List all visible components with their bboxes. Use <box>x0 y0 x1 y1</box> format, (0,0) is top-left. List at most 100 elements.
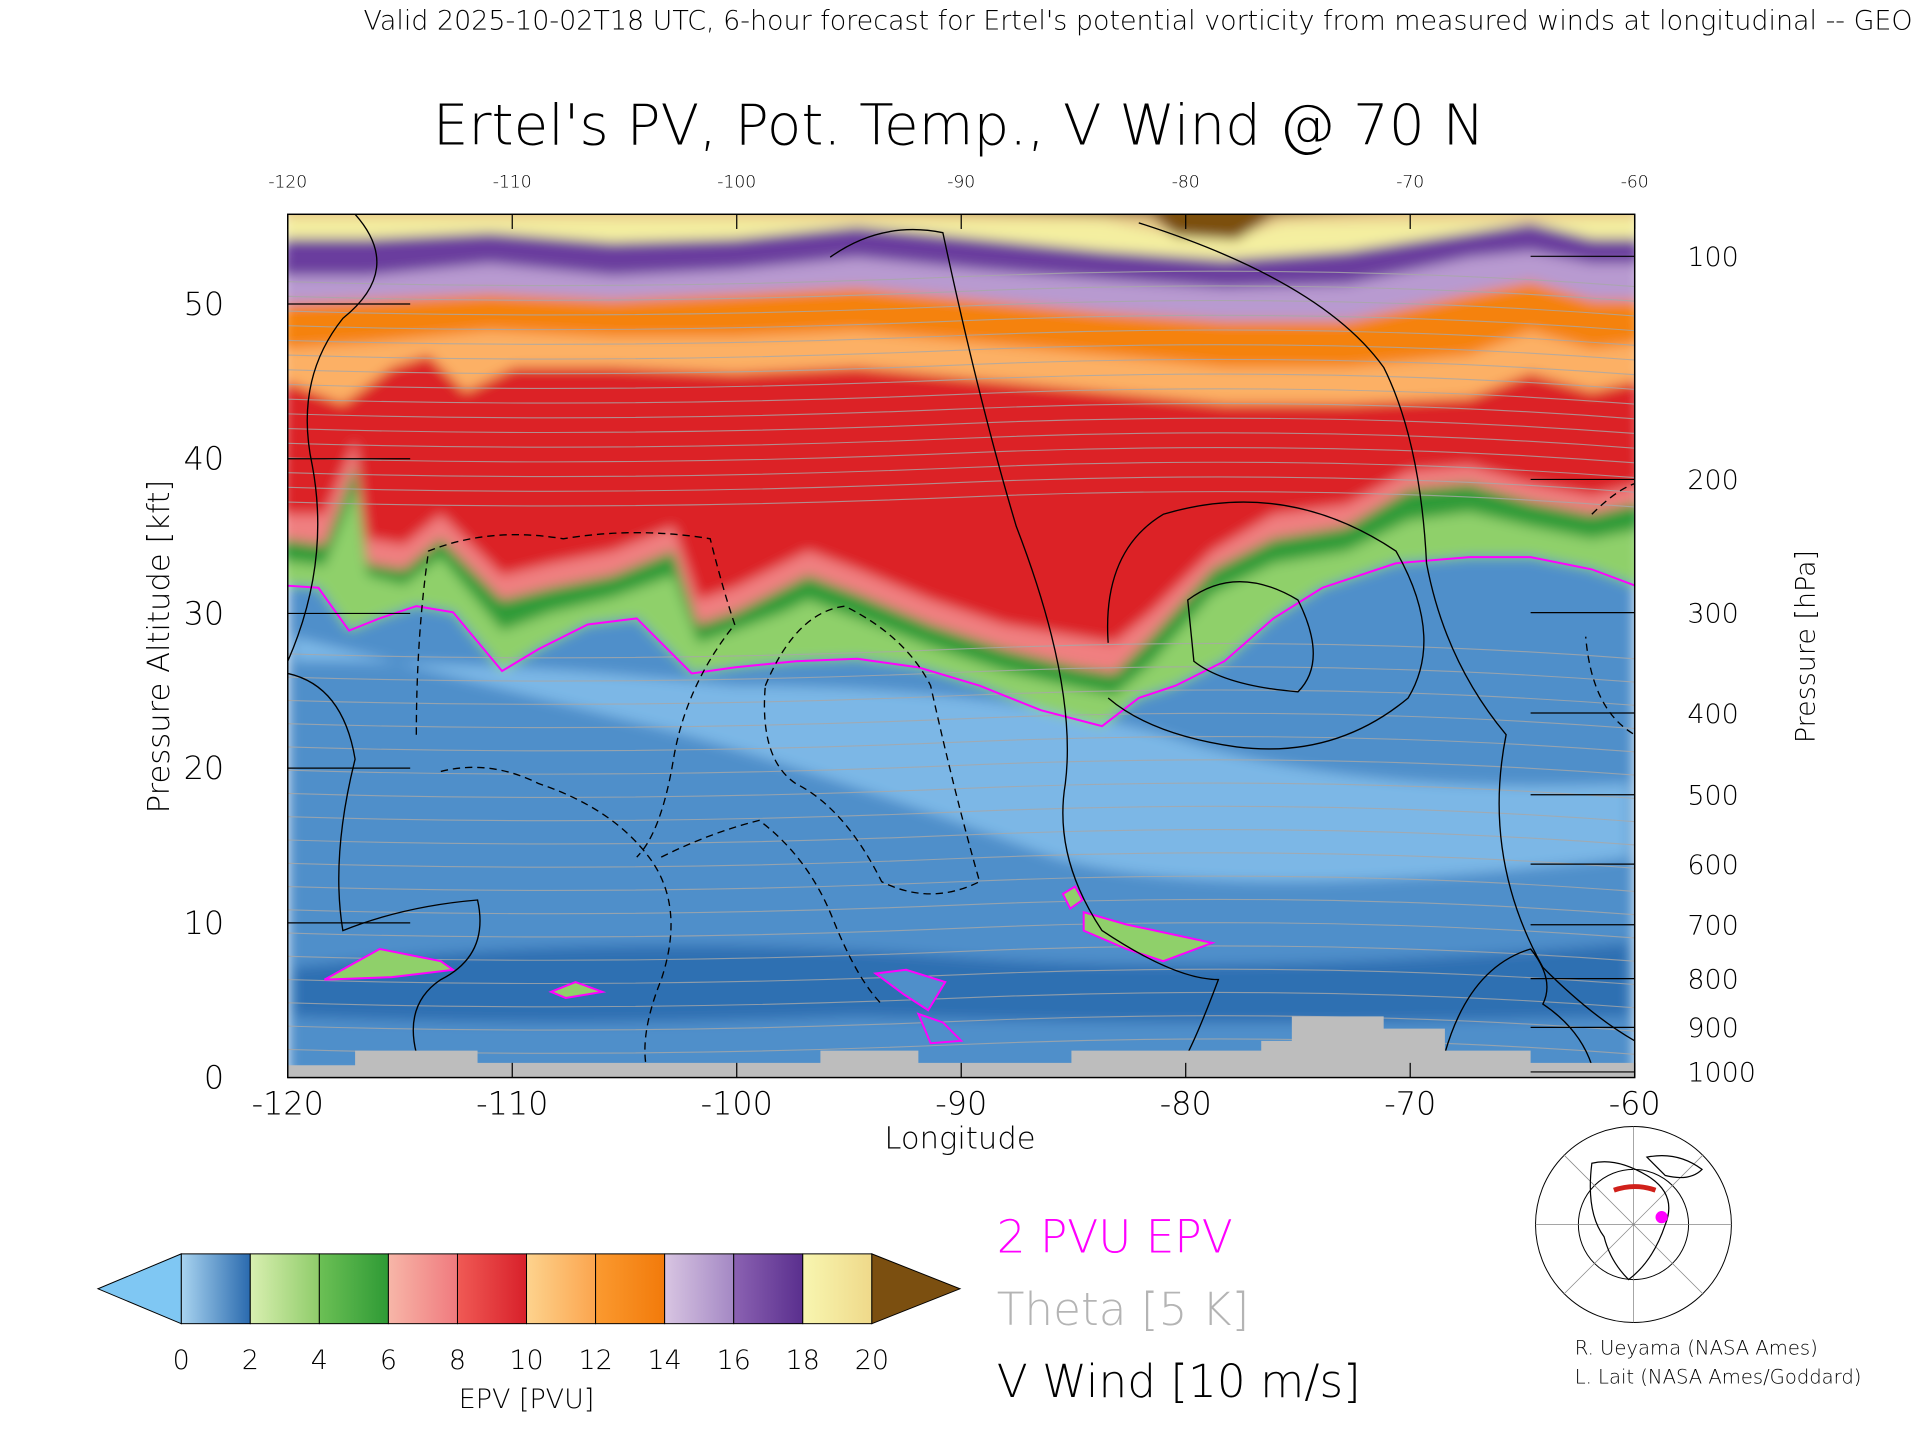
theta-line <box>287 782 1635 799</box>
theta-line <box>287 898 1635 916</box>
wind-contour <box>287 672 481 1054</box>
theta-line <box>287 358 1635 376</box>
pv-patch <box>324 947 456 981</box>
map-marker <box>1655 1211 1668 1224</box>
x-tick-label: -60 <box>1609 1084 1661 1122</box>
legend-entry: 2 PVU EPV <box>997 1211 1233 1264</box>
colorbar-tick-label: 10 <box>509 1345 543 1376</box>
colorbar-label: EPV [PVU] <box>459 1384 595 1415</box>
y2-tick-label: 500 <box>1687 781 1738 812</box>
colorbar-tick-label: 6 <box>380 1345 397 1376</box>
credit: R. Ueyama (NASA Ames) <box>1575 1336 1818 1359</box>
theta-line <box>287 968 1635 986</box>
theta-line <box>287 285 1635 302</box>
theta-line <box>287 461 1635 479</box>
y2-tick-label: 900 <box>1687 1013 1738 1044</box>
y-axis-label: Pressure Altitude [kft] <box>142 480 177 814</box>
y2-tick-label: 800 <box>1687 964 1738 995</box>
x-top-tick-label: -100 <box>717 172 756 192</box>
theta-line <box>287 344 1635 361</box>
theta-line <box>287 314 1635 332</box>
field <box>287 214 1635 1078</box>
field-shading <box>287 214 1635 1078</box>
theta-line <box>287 300 1635 317</box>
colorbar-segment <box>318 1253 389 1325</box>
theta-line <box>287 1015 1635 1032</box>
theta-line <box>287 712 1635 730</box>
colorbar-tick-label: 2 <box>242 1345 259 1376</box>
x-top-tick-label: -90 <box>947 172 975 192</box>
y-tick-label: 0 <box>204 1059 224 1097</box>
colorbar-tick-label: 18 <box>786 1345 820 1376</box>
colorbar-tick-label: 12 <box>578 1345 612 1376</box>
y-tick-label: 50 <box>184 285 225 323</box>
colorbar-over <box>871 1253 962 1325</box>
colorbar-segment <box>387 1253 458 1325</box>
y2-tick-label: 300 <box>1687 598 1738 629</box>
theta-line <box>287 432 1635 449</box>
colorbar-tick-label: 14 <box>648 1345 682 1376</box>
theta-line <box>287 689 1635 706</box>
theta-line <box>287 805 1635 823</box>
light-blue-patch <box>293 636 1629 882</box>
terrain <box>287 1016 1635 1078</box>
y2-tick-label: 1000 <box>1687 1058 1756 1089</box>
theta-lines <box>287 270 1635 1055</box>
theta-line <box>287 329 1635 346</box>
pv-contour <box>287 556 1635 728</box>
pv-lines <box>287 556 1635 1045</box>
pv-patch <box>1061 885 1084 911</box>
y2-tick-label: 100 <box>1687 242 1738 273</box>
colorbar-tick-label: 8 <box>449 1345 466 1376</box>
inset-map <box>1535 1126 1732 1323</box>
wind-contour <box>763 605 981 895</box>
y2-axis-label: Pressure [hPa] <box>1791 550 1822 743</box>
theta-line <box>287 735 1635 753</box>
map-grid <box>1535 1126 1732 1323</box>
colorbar-tick-label: 20 <box>855 1345 889 1376</box>
colorbar-segment <box>595 1253 666 1325</box>
x-top-tick-label: -70 <box>1396 172 1424 192</box>
x-tick-label: -100 <box>701 1084 773 1122</box>
x-tick-label: -110 <box>476 1084 548 1122</box>
y-tick-label: 30 <box>184 594 225 632</box>
wind-contour <box>660 819 883 1005</box>
legend-entry: Theta [5 K] <box>997 1283 1249 1336</box>
x-tick-label: -80 <box>1160 1084 1212 1122</box>
theta-line <box>287 476 1635 493</box>
theta-line <box>287 402 1635 420</box>
y-tick-label: 10 <box>184 904 225 942</box>
pv-patch <box>548 980 607 999</box>
wind-contour <box>287 214 378 662</box>
x-tick-label: -90 <box>935 1084 987 1122</box>
wind-contours <box>287 214 1635 1066</box>
theta-line <box>287 417 1635 435</box>
colorbar-segment <box>456 1253 528 1325</box>
theta-line <box>287 666 1635 683</box>
theta-line <box>287 922 1635 939</box>
wind-contour <box>1585 482 1635 736</box>
colorbar-segment <box>526 1253 597 1325</box>
theta-line <box>287 875 1635 892</box>
theta-line <box>287 373 1635 390</box>
map-section <box>1613 1184 1657 1193</box>
wind-contour <box>415 532 736 858</box>
credit: L. Lait (NASA Ames/Goddard) <box>1575 1366 1862 1389</box>
wind-contour <box>829 228 1220 1054</box>
chart-title: Ertel's PV, Pot. Temp., V Wind @ 70 N <box>433 93 1485 158</box>
yellow-band <box>287 214 1635 260</box>
theta-line <box>287 945 1635 962</box>
theta-line <box>287 447 1635 464</box>
theta-line <box>287 852 1635 869</box>
x-axis-label: Longitude <box>884 1122 1035 1157</box>
colorbar-segment <box>802 1253 873 1325</box>
y-tick-label: 20 <box>184 749 225 787</box>
theta-line <box>287 829 1635 846</box>
pv-patch <box>1082 910 1216 963</box>
colorbar-segment <box>180 1253 251 1325</box>
legend-entry: V Wind [10 m/s] <box>997 1355 1361 1408</box>
dark-blue-patch <box>293 942 1629 1023</box>
x-top-tick-label: -120 <box>268 172 307 192</box>
wind-contour <box>1187 580 1314 693</box>
